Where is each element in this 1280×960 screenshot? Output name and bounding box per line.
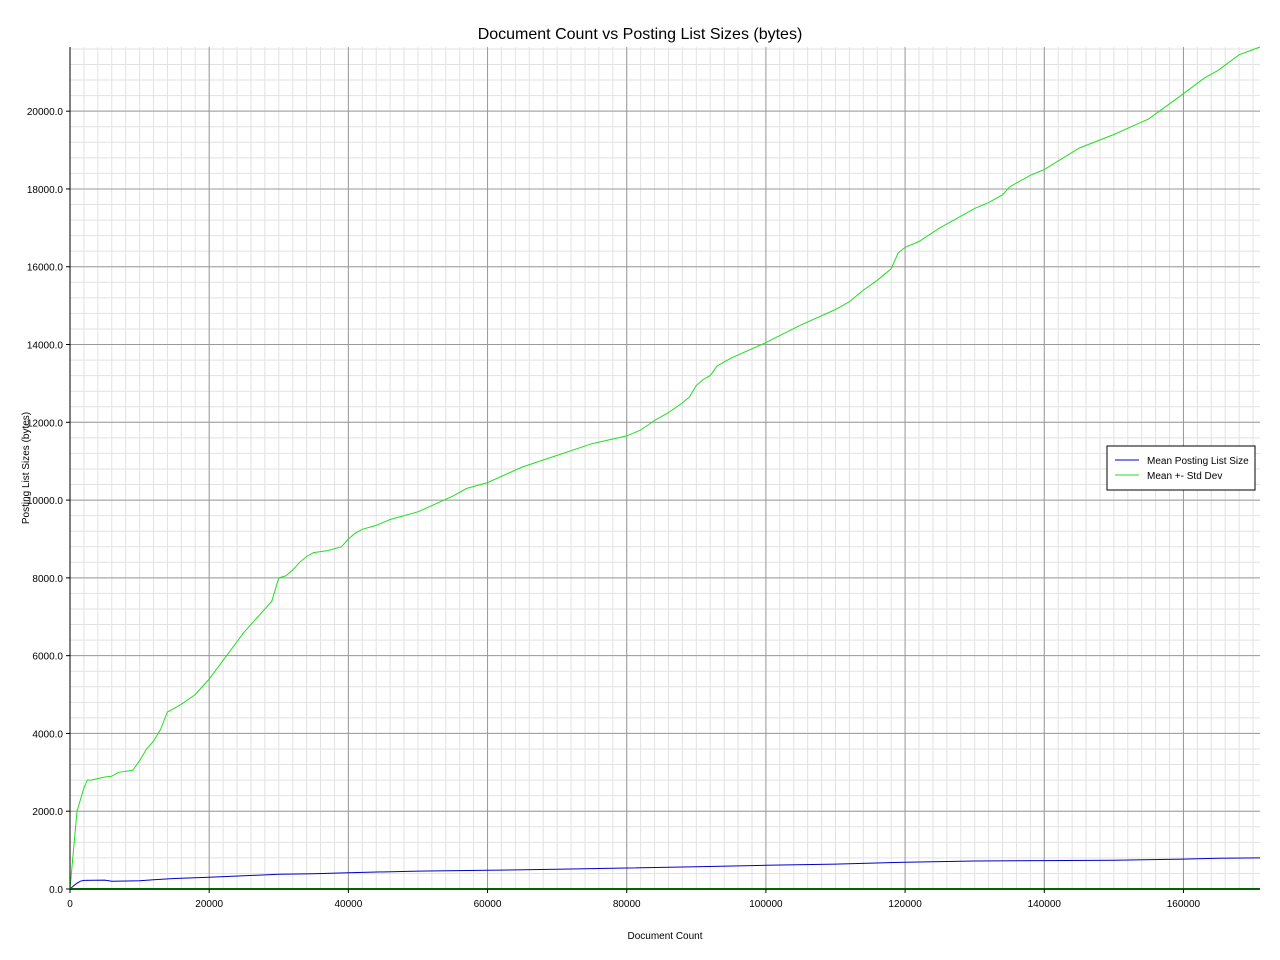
legend-box <box>1106 445 1256 491</box>
y-tick-label: 4000.0 <box>32 729 63 740</box>
x-tick-label: 140000 <box>1028 899 1062 910</box>
y-tick-label: 10000.0 <box>27 496 64 507</box>
major-gridlines <box>69 47 1260 890</box>
axes <box>69 47 1260 890</box>
x-tick-label: 120000 <box>888 899 922 910</box>
y-tick-label: 14000.0 <box>27 341 64 352</box>
y-axis-label: Posting List Sizes (bytes) <box>21 412 32 524</box>
x-tick-label: 60000 <box>474 899 502 910</box>
x-tick-label: 20000 <box>195 899 223 910</box>
x-tick-label: 0 <box>67 899 73 910</box>
y-tick-label: 2000.0 <box>32 807 63 818</box>
chart-title: Document Count vs Posting List Sizes (by… <box>478 26 803 43</box>
series-line-0 <box>69 857 1261 890</box>
y-tick-label: 12000.0 <box>27 418 64 429</box>
y-tick-label: 8000.0 <box>32 574 63 585</box>
x-tick-label: 160000 <box>1167 899 1201 910</box>
x-tick-labels: 0 20000 40000 60000 80000 100000 120000 140000 1… <box>67 889 1201 910</box>
y-tick-label: 16000.0 <box>27 263 64 274</box>
y-tick-label: 18000.0 <box>27 185 64 196</box>
y-tick-label: 20000.0 <box>27 107 64 118</box>
x-tick-label: 80000 <box>613 899 641 910</box>
y-tick-labels: 0.0 2000.0 4000.0 6000.0 8000.0 10000.0 12000.… <box>27 107 70 896</box>
legend-label-std-dev: Mean +- Std Dev <box>1147 471 1222 482</box>
x-tick-label: 100000 <box>749 899 783 910</box>
x-axis-label: Document Count <box>627 931 702 942</box>
minor-gridlines <box>69 47 1260 890</box>
series-layer <box>69 46 1261 890</box>
y-tick-label: 0.0 <box>49 885 63 896</box>
x-tick-label: 40000 <box>334 899 362 910</box>
legend-label-mean: Mean Posting List Size <box>1147 456 1249 467</box>
legend: Mean Posting List Size Mean +- Std Dev <box>1106 445 1256 491</box>
series-line-1 <box>69 46 1261 890</box>
y-tick-label: 6000.0 <box>32 652 63 663</box>
